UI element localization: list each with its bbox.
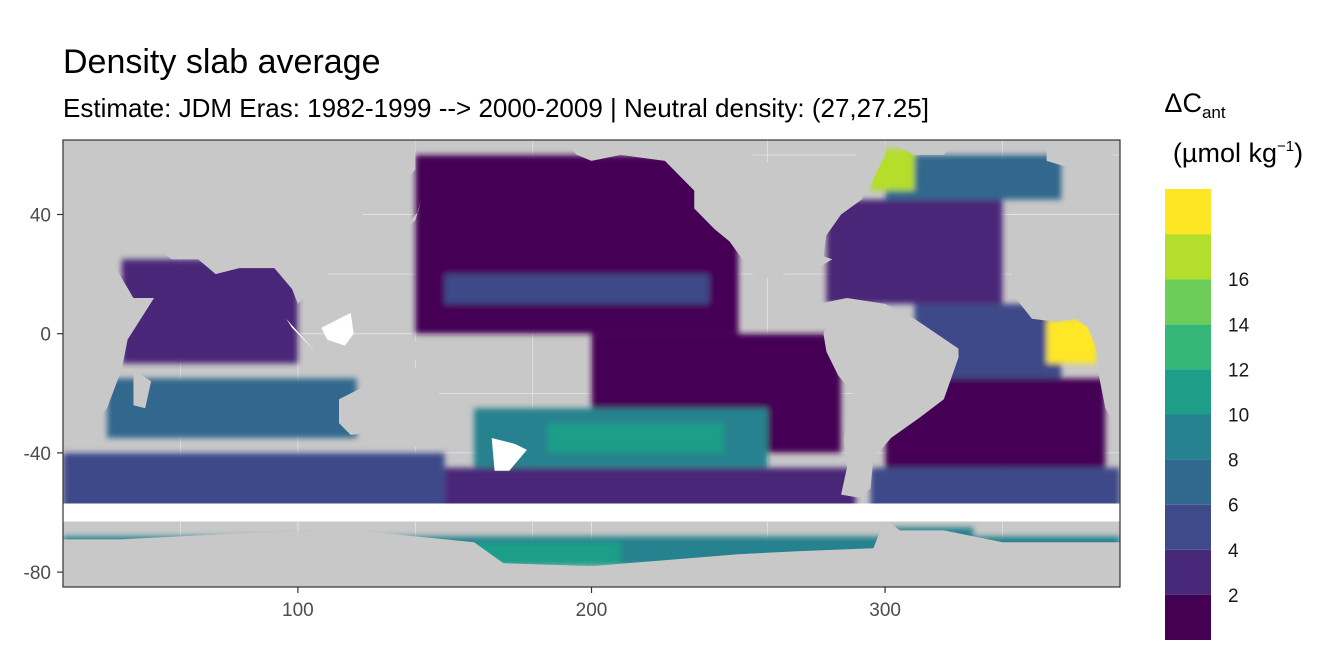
ocean-region: [547, 423, 724, 453]
greenland-land: [885, 140, 959, 155]
x-tick-label: 300: [869, 600, 901, 621]
legend-tick-label: 8: [1228, 451, 1239, 472]
legend-bin: [1165, 234, 1211, 280]
ocean-region: [121, 259, 298, 364]
legend-tick-label: 10: [1228, 406, 1249, 427]
legend-bin: [1165, 189, 1211, 235]
legend-bin: [1165, 459, 1211, 505]
australia-land: [338, 366, 454, 447]
legend-tick-label: 2: [1228, 586, 1239, 607]
y-tick-label: -80: [24, 563, 51, 584]
sumatra-land: [286, 318, 316, 352]
ocean-region: [415, 154, 739, 334]
legend-bin: [1165, 594, 1211, 640]
north-america-land: [562, 140, 886, 281]
y-tick-label: 40: [30, 206, 51, 227]
x-tick-label: 200: [576, 600, 608, 621]
chart-subtitle: Estimate: JDM Eras: 1982-1999 --> 2000-2…: [63, 93, 929, 123]
legend: ΔCant (µmol kg−1) 2 4 6 8 10 12 14 16: [1164, 88, 1303, 640]
chart-title: Density slab average: [63, 43, 381, 81]
ocean-region: [63, 452, 445, 513]
borneo-land: [321, 312, 354, 346]
madagascar-land: [133, 369, 152, 409]
legend-ticks: 2 4 6 8 10 12 14 16: [1228, 270, 1250, 607]
ocean-region: [444, 274, 709, 304]
japan-land: [385, 199, 422, 242]
legend-bin: [1165, 279, 1211, 325]
legend-tick-label: 4: [1228, 541, 1239, 562]
new-zealand-land: [491, 438, 527, 471]
legend-title-unit: (µmol kg−1): [1173, 138, 1303, 168]
antarctica-land: [63, 518, 1120, 587]
legend-title-main: ΔCant: [1164, 88, 1225, 122]
sea-ice-missing: [63, 503, 1120, 522]
legend-colorbar: [1165, 189, 1211, 640]
europe-north-land: [1046, 140, 1120, 170]
south-america-land: [817, 297, 959, 498]
legend-bin: [1165, 549, 1211, 595]
eurasia-land: [63, 140, 416, 304]
new-guinea-land: [388, 339, 448, 364]
ocean-region: [826, 199, 1003, 304]
africa-east-land: [63, 229, 155, 438]
legend-bin: [1165, 369, 1211, 415]
legend-tick-label: 12: [1228, 360, 1249, 381]
legend-tick-label: 6: [1228, 496, 1239, 517]
y-tick-label: 0: [40, 325, 51, 346]
map-panel: [62, 139, 1121, 588]
land-masses: [63, 140, 1120, 587]
ocean-region: [474, 542, 621, 567]
legend-tick-label: 14: [1228, 315, 1250, 336]
x-tick-label: 100: [282, 600, 314, 621]
legend-tick-label: 16: [1228, 270, 1249, 291]
legend-bin: [1165, 324, 1211, 370]
y-tick-label: -40: [24, 444, 51, 465]
africa-west-land: [1008, 223, 1120, 424]
legend-bin: [1165, 504, 1211, 550]
legend-bin: [1165, 414, 1211, 460]
